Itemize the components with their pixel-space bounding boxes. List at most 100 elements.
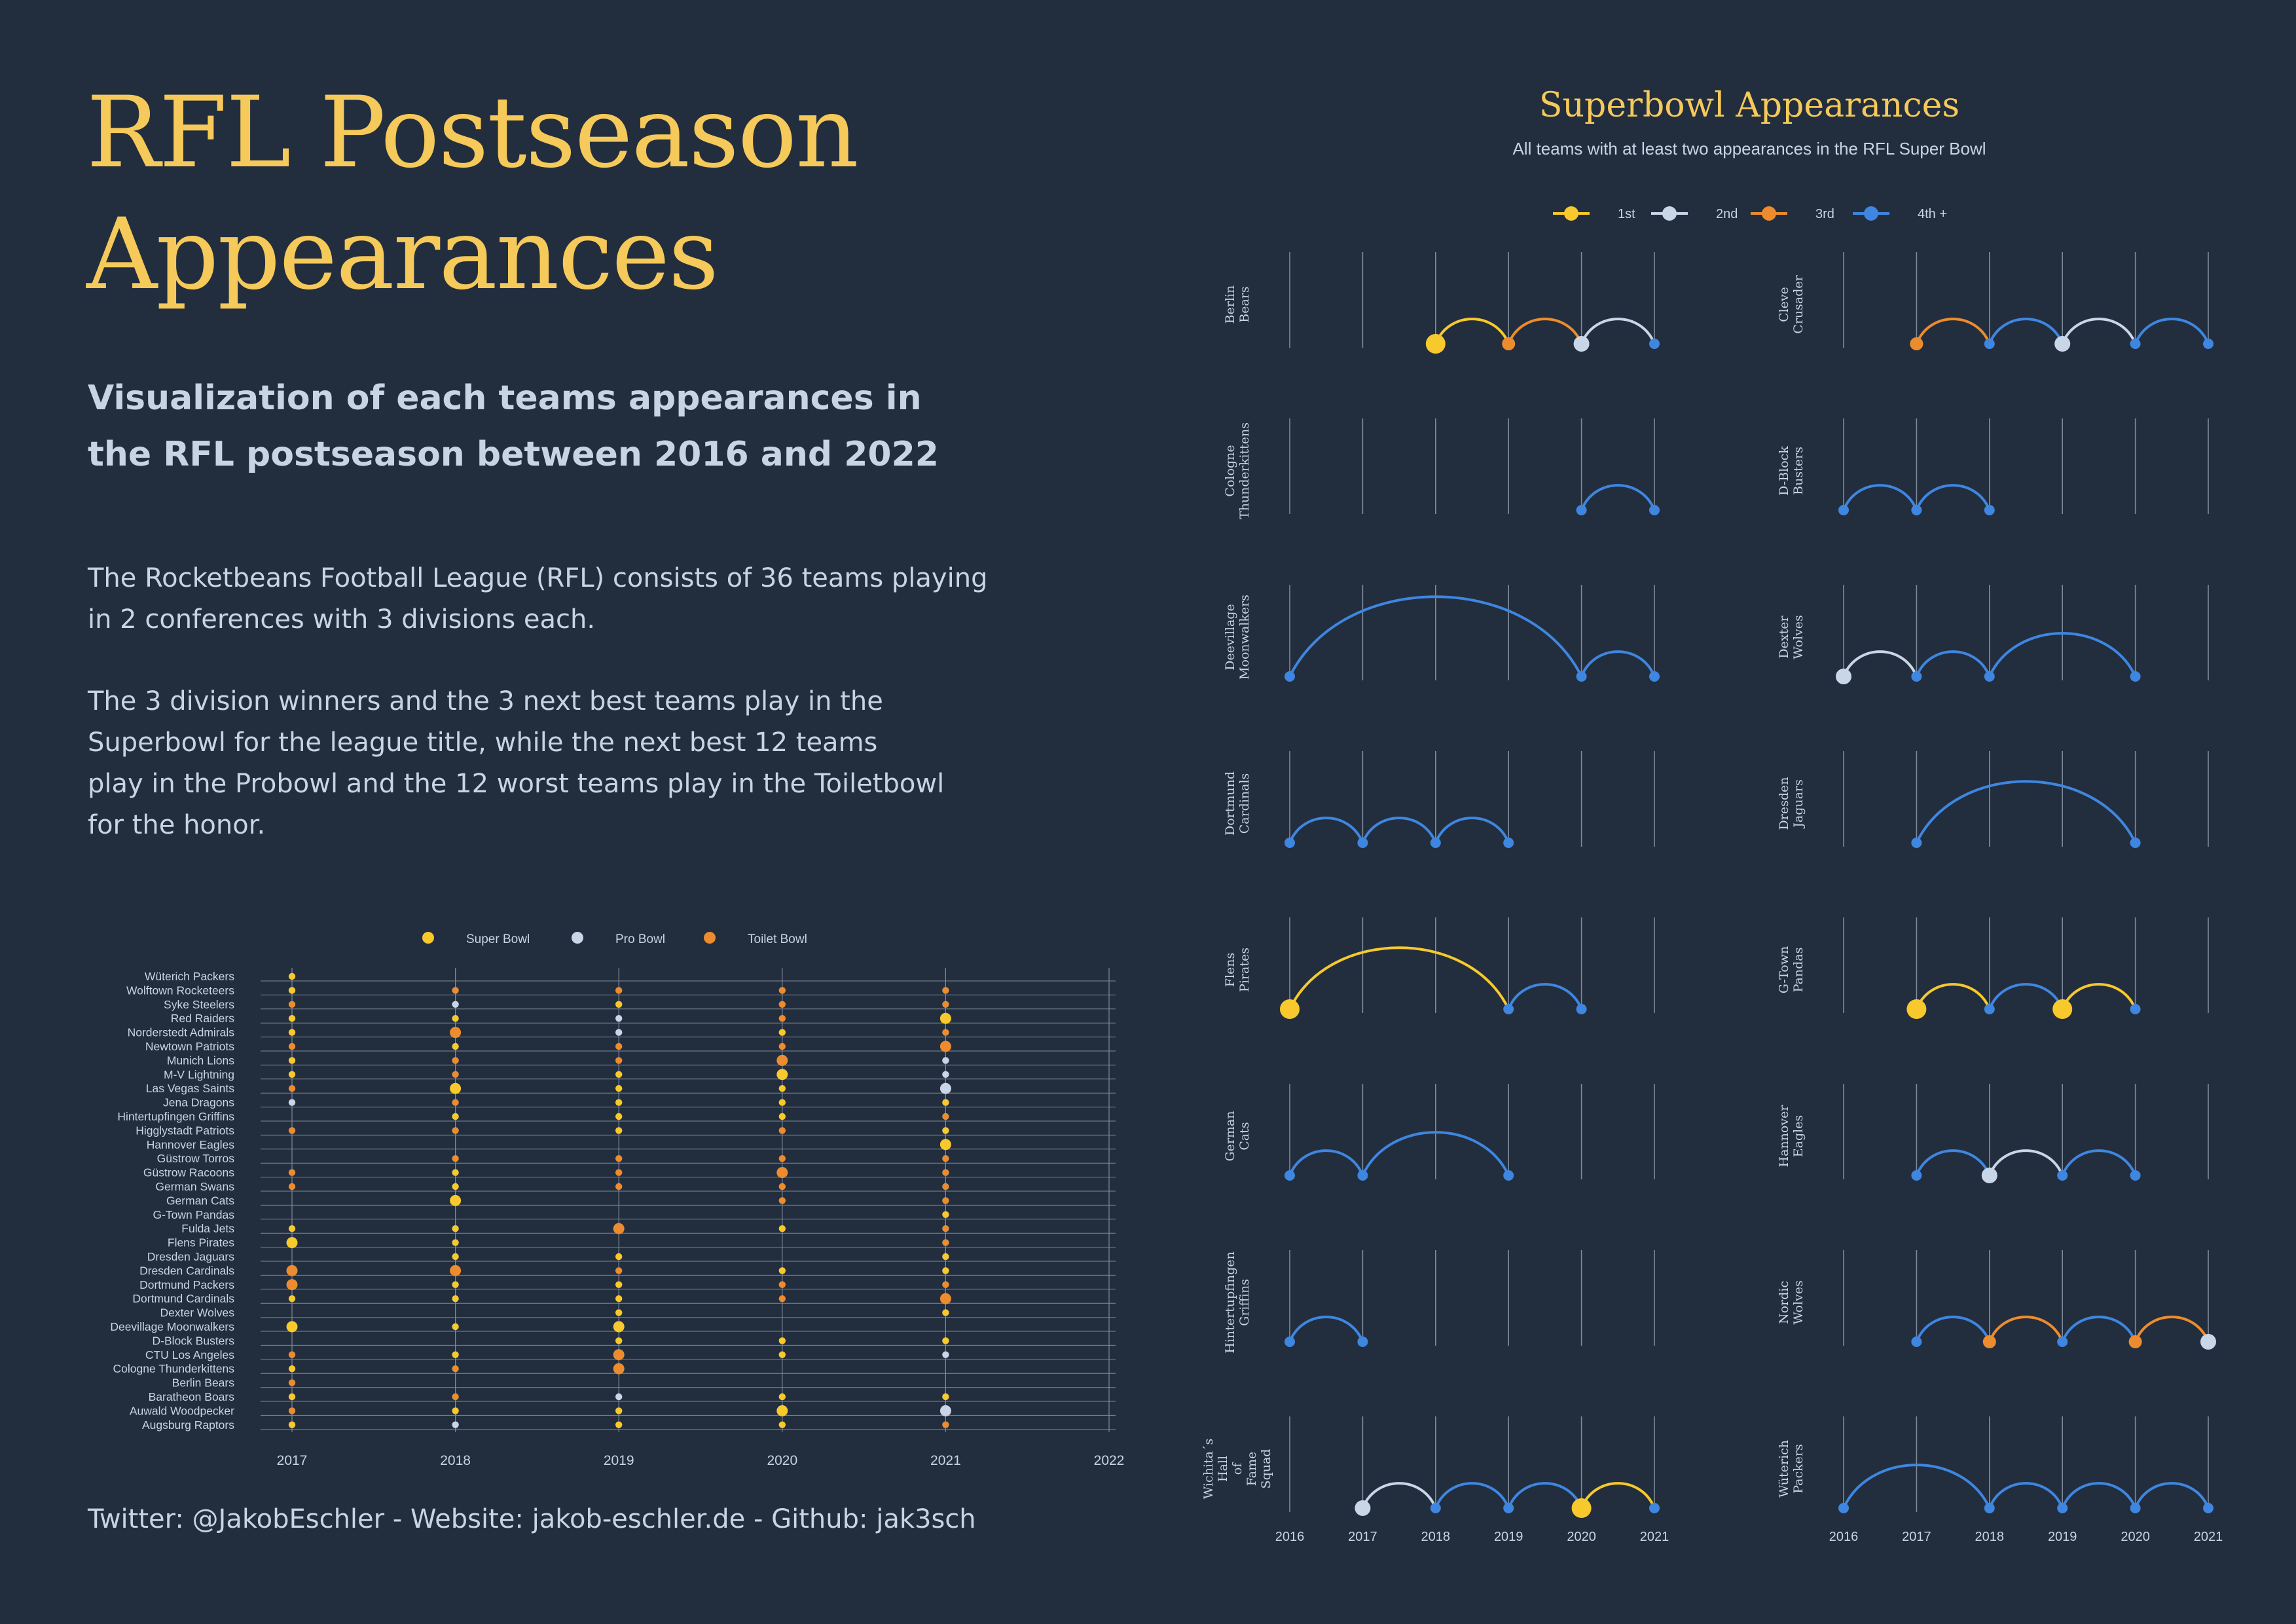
data-point <box>615 1057 623 1064</box>
arc-line <box>1988 983 2064 1010</box>
description-paragraph-2: The 3 division winners and the 3 next be… <box>88 681 1004 846</box>
title-line-1: RFL Postseason <box>86 76 859 190</box>
arc-line <box>2061 1482 2137 1509</box>
data-point <box>776 1167 788 1179</box>
legend-item: 2nd <box>1651 206 1738 221</box>
footer-links: Twitter: @JakobEschler - Website: jakob-… <box>88 1504 976 1534</box>
data-point <box>778 1225 786 1232</box>
legend-swatch <box>704 932 716 944</box>
data-point <box>942 1183 949 1190</box>
data-point <box>778 1183 786 1190</box>
data-point <box>615 1309 623 1316</box>
data-point <box>1984 505 1995 515</box>
data-point <box>778 1113 786 1120</box>
team-label: Baratheon Boars <box>149 1390 235 1403</box>
team-label: BerlinBears <box>1223 286 1252 324</box>
team-label: Newtown Patriots <box>145 1040 234 1053</box>
data-point <box>288 1085 296 1092</box>
data-point <box>942 1113 949 1120</box>
data-point <box>942 1337 949 1344</box>
data-point <box>2130 1004 2141 1014</box>
data-point <box>615 1295 623 1302</box>
data-point <box>942 1099 949 1106</box>
data-point <box>452 1323 459 1331</box>
team-label: G-Town Pandas <box>153 1208 234 1221</box>
team-label-line: Moonwalkers <box>1237 595 1252 680</box>
team-label-line: Eagles <box>1791 1115 1806 1157</box>
arc-line <box>1988 318 2064 344</box>
data-point <box>1910 337 1923 350</box>
team-label-line: Cardinals <box>1237 773 1252 834</box>
data-point <box>1503 1503 1514 1513</box>
data-point <box>778 1155 786 1162</box>
legend-swatch <box>422 932 434 944</box>
team-label: Dortmund Cardinals <box>132 1292 234 1305</box>
legend-label: 2nd <box>1716 207 1738 221</box>
team-label: Dresden Jaguars <box>147 1250 235 1263</box>
arc-line <box>1361 1131 1510 1176</box>
page-title: RFL Postseason Appearances <box>86 72 1068 316</box>
data-point <box>942 1155 949 1162</box>
data-point <box>1984 671 1995 682</box>
arc-line <box>1915 318 1991 344</box>
data-point <box>288 1379 296 1386</box>
team-label-line: Flens <box>1223 953 1237 987</box>
data-point <box>942 1057 949 1064</box>
legend-label: Super Bowl <box>466 932 530 946</box>
team-label-line: Deevillage <box>1223 604 1237 670</box>
arc-line <box>1842 484 1918 511</box>
team-label: WüterichPackers <box>1777 1440 1806 1498</box>
data-point <box>1430 1503 1441 1513</box>
team-label: DresdenJaguars <box>1777 777 1806 830</box>
team-label: D-BlockBusters <box>1777 446 1806 496</box>
data-point <box>452 1407 459 1414</box>
team-label-line: Wolves <box>1791 615 1806 659</box>
data-point <box>1982 1335 1996 1348</box>
data-point <box>776 1054 788 1066</box>
data-point <box>615 1127 623 1134</box>
team-label-line: Packers <box>1791 1444 1806 1494</box>
team-panel: DexterWolves <box>1777 585 2209 684</box>
data-point <box>1911 505 1922 515</box>
team-label: Las Vegas Saints <box>146 1082 234 1095</box>
team-label: German Swans <box>155 1180 234 1193</box>
arc-line <box>1434 817 1510 843</box>
legend-label: Pro Bowl <box>615 932 665 946</box>
data-point <box>1285 1170 1295 1181</box>
data-point <box>288 987 296 994</box>
team-label: G-TownPandas <box>1777 946 1806 993</box>
arc-line <box>1288 1149 1364 1176</box>
team-label-line: Cleve <box>1777 287 1791 322</box>
x-tick-label: 2020 <box>767 1453 797 1468</box>
data-point <box>450 1264 462 1276</box>
data-point <box>1503 838 1514 848</box>
data-point <box>1430 838 1441 848</box>
legend-swatch <box>1762 206 1776 221</box>
data-point <box>288 1183 296 1190</box>
description-line: The 3 division winners and the 3 next be… <box>88 686 883 716</box>
legend-item: Toilet Bowl <box>704 932 807 946</box>
arc-line <box>1915 1149 1991 1176</box>
team-label: German Cats <box>166 1194 234 1207</box>
data-point <box>776 1405 788 1416</box>
team-label-line: D-Block <box>1777 446 1791 496</box>
postseason-dot-chart: Super Bowl Pro Bowl Toilet Bowl 2017 2018 201… <box>110 932 1124 1468</box>
data-point <box>286 1321 298 1333</box>
arc-line <box>2061 983 2137 1010</box>
data-point <box>286 1279 298 1291</box>
data-point <box>778 1015 786 1022</box>
team-label-line: G-Town <box>1777 946 1791 993</box>
data-point <box>778 1001 786 1008</box>
data-point <box>1285 1337 1295 1347</box>
arc-line <box>1507 1482 1583 1509</box>
team-label-line: Wüterich <box>1777 1440 1791 1498</box>
data-point <box>939 1139 951 1151</box>
team-label: DortmundCardinals <box>1223 771 1252 836</box>
x-tick-label: 2020 <box>2121 1530 2150 1544</box>
data-point <box>288 1365 296 1373</box>
data-point <box>778 1043 786 1050</box>
team-label-line: Squad <box>1259 1449 1273 1489</box>
team-panel: HintertupfingenGriffins <box>1223 1250 1655 1354</box>
arc-line <box>1988 1149 2064 1176</box>
legend-item: 3rd <box>1751 206 1834 221</box>
